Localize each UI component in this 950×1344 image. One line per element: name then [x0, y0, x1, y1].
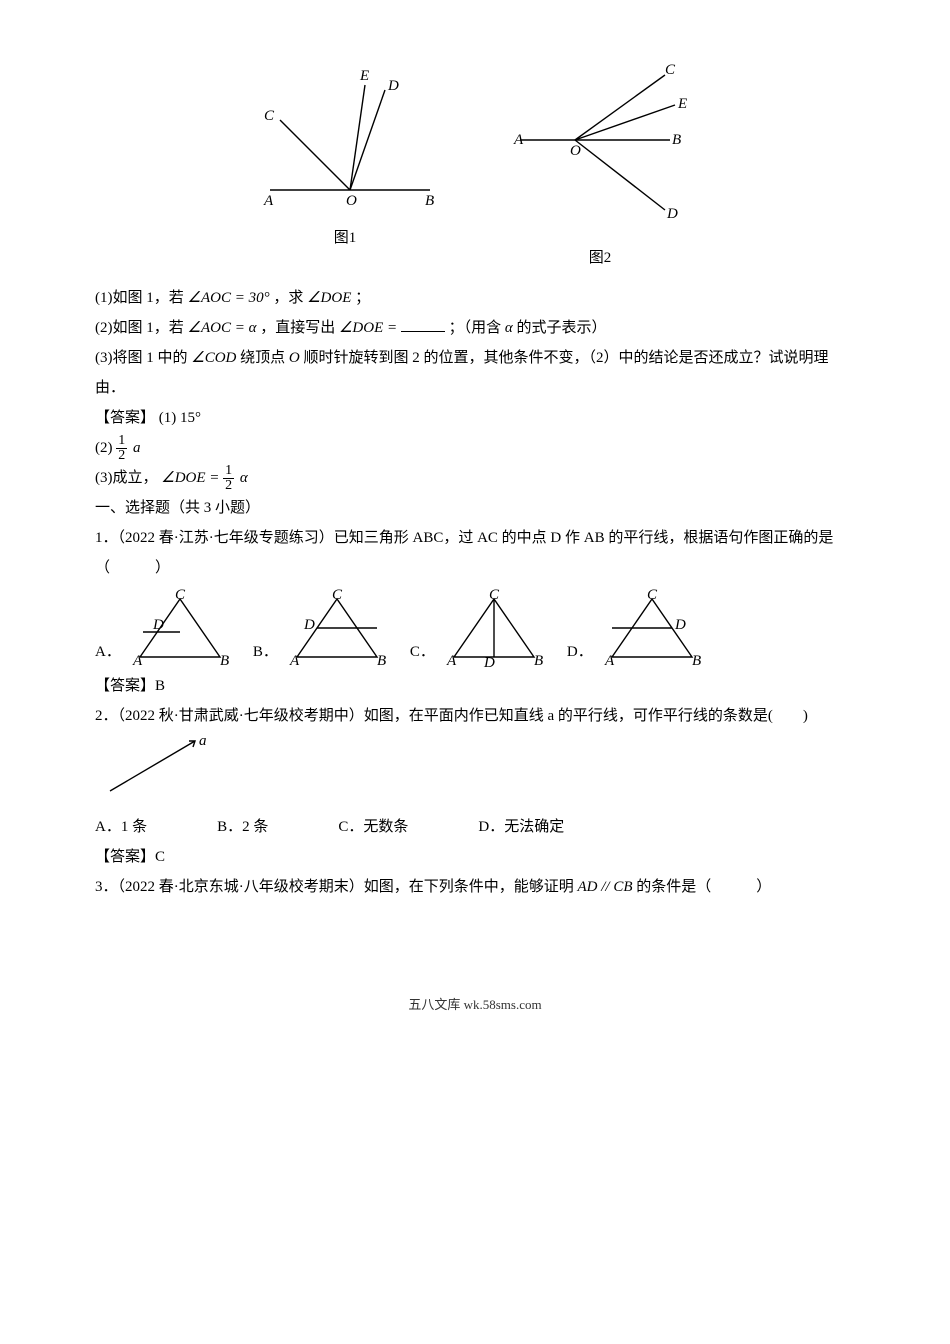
p2-end: 的式子表示）: [517, 320, 607, 336]
q2-figure: a: [95, 731, 855, 812]
svg-text:O: O: [346, 193, 357, 209]
svg-text:D: D: [674, 617, 686, 633]
p1-math2: ∠DOE: [307, 290, 351, 306]
q1-choices: A． C D A B B． C D A B C．: [95, 587, 855, 667]
p1-end: ；: [355, 290, 370, 306]
svg-text:C: C: [175, 587, 186, 603]
p2-prefix: (2)如图 1，若: [95, 320, 188, 336]
svg-text:A: A: [289, 653, 300, 667]
pre-part2: (2)如图 1，若 ∠AOC = α ，直接写出 ∠DOE = ；（用含 α 的…: [95, 313, 855, 343]
svg-text:A: A: [132, 653, 143, 667]
label-b: B．: [253, 637, 278, 667]
svg-text:C: C: [264, 108, 275, 124]
q2-choices: A．1 条 B．2 条 C．无数条 D．无法确定: [95, 812, 855, 842]
ans2: (2) 12 a: [95, 433, 855, 463]
pre-part1: (1)如图 1，若 ∠AOC = 30° ，求 ∠DOE ；: [95, 283, 855, 313]
answer-block: 【答案】 (1) 15°: [95, 403, 855, 433]
fig1-label: 图1: [250, 223, 440, 253]
frac-half: 12: [116, 434, 127, 463]
svg-text:D: D: [152, 617, 164, 633]
p1-prefix: (1)如图 1，若: [95, 290, 188, 306]
q1-text: 1．（2022 春·江苏·七年级专题练习）已知三角形 ABC，过 AC 的中点 …: [95, 523, 855, 583]
frac-half-2: 12: [223, 464, 234, 493]
label-d: D．: [567, 637, 593, 667]
blank-fill: [401, 316, 445, 332]
p3-O: O: [289, 350, 300, 366]
ans3-alpha: α: [240, 470, 248, 486]
svg-text:a: a: [199, 733, 207, 749]
p2-math2: ∠DOE =: [339, 320, 397, 336]
q3-math: AD // CB: [578, 879, 633, 895]
ans3-math: ∠DOE =: [161, 470, 223, 486]
svg-text:B: B: [534, 653, 543, 667]
q1-opt-b-svg: C D A B: [282, 587, 392, 667]
svg-text:C: C: [665, 62, 676, 78]
p1-math: ∠AOC = 30°: [188, 290, 270, 306]
svg-text:B: B: [377, 653, 386, 667]
svg-text:A: A: [604, 653, 615, 667]
ans3-pre: (3)成立，: [95, 470, 158, 486]
q1-choice-c: C． C D A B: [410, 587, 549, 667]
svg-text:C: C: [489, 587, 500, 603]
p1-suffix: ，求: [273, 290, 307, 306]
p3-math: ∠COD: [191, 350, 236, 366]
svg-text:B: B: [672, 132, 681, 148]
fig2-label: 图2: [500, 243, 700, 273]
q1-choice-b: B． C D A B: [253, 587, 392, 667]
svg-text:D: D: [303, 617, 315, 633]
pre-part3: (3)将图 1 中的 ∠COD 绕顶点 O 顺时针旋转到图 2 的位置，其他条件…: [95, 343, 855, 403]
svg-text:E: E: [677, 96, 687, 112]
q1-choice-a: A． C D A B: [95, 587, 235, 667]
figure-2: C E B A O D 图2: [500, 60, 700, 273]
page-footer: 五八文库 wk.58sms.com: [95, 992, 855, 1018]
p3-a: (3)将图 1 中的: [95, 350, 188, 366]
q2-optB: B．2 条: [217, 812, 268, 842]
ans-label: 【答案】: [95, 410, 155, 426]
fig2-svg: C E B A O D: [500, 60, 700, 230]
q3-post: 的条件是（ ）: [636, 879, 771, 895]
q3-text: 3．（2022 春·北京东城·八年级校考期末）如图，在下列条件中，能够证明 AD…: [95, 872, 855, 902]
label-c: C．: [410, 637, 435, 667]
q3-pre: 3．（2022 春·北京东城·八年级校考期末）如图，在下列条件中，能够证明: [95, 879, 578, 895]
figure-1: C E D A O B 图1: [250, 60, 440, 273]
q1-answer: 【答案】B: [95, 671, 855, 701]
q1-opt-d-svg: C D A B: [597, 587, 707, 667]
ans2-var: a: [133, 440, 141, 456]
figure-row: C E D A O B 图1 C E B A O D 图2: [95, 60, 855, 273]
svg-text:B: B: [220, 653, 229, 667]
q2-svg: a: [95, 731, 225, 801]
p2-suffix: ；（用含: [449, 320, 505, 336]
svg-text:D: D: [483, 655, 495, 667]
q2-optA: A．1 条: [95, 812, 147, 842]
ans3: (3)成立， ∠DOE = 12 α: [95, 463, 855, 493]
svg-text:A: A: [446, 653, 457, 667]
ans1: (1) 15°: [159, 410, 201, 426]
svg-text:O: O: [570, 143, 581, 159]
p2-mid: ，直接写出: [260, 320, 339, 336]
q1-opt-a-svg: C D A B: [125, 587, 235, 667]
p2-alpha: α: [505, 320, 513, 336]
svg-text:B: B: [425, 193, 434, 209]
label-a: A．: [95, 637, 121, 667]
svg-text:A: A: [263, 193, 274, 209]
svg-text:C: C: [647, 587, 658, 603]
q2-optC: C．无数条: [338, 812, 408, 842]
svg-text:E: E: [359, 68, 369, 84]
p3-mid: 绕顶点: [240, 350, 285, 366]
svg-text:A: A: [513, 132, 524, 148]
section-1-title: 一、选择题（共 3 小题）: [95, 493, 855, 523]
page: C E D A O B 图1 C E B A O D 图2: [55, 60, 895, 1018]
svg-text:D: D: [666, 206, 678, 222]
q2-optD: D．无法确定: [478, 812, 564, 842]
svg-text:B: B: [692, 653, 701, 667]
fig1-svg: C E D A O B: [250, 60, 440, 210]
ans2-pre: (2): [95, 440, 116, 456]
p2-math: ∠AOC = α: [188, 320, 257, 336]
svg-text:D: D: [387, 78, 399, 94]
svg-text:C: C: [332, 587, 343, 603]
q1-opt-c-svg: C D A B: [439, 587, 549, 667]
q2-answer: 【答案】C: [95, 842, 855, 872]
q1-choice-d: D． C D A B: [567, 587, 707, 667]
q2-text: 2．（2022 秋·甘肃武威·七年级校考期中）如图，在平面内作已知直线 a 的平…: [95, 701, 855, 731]
